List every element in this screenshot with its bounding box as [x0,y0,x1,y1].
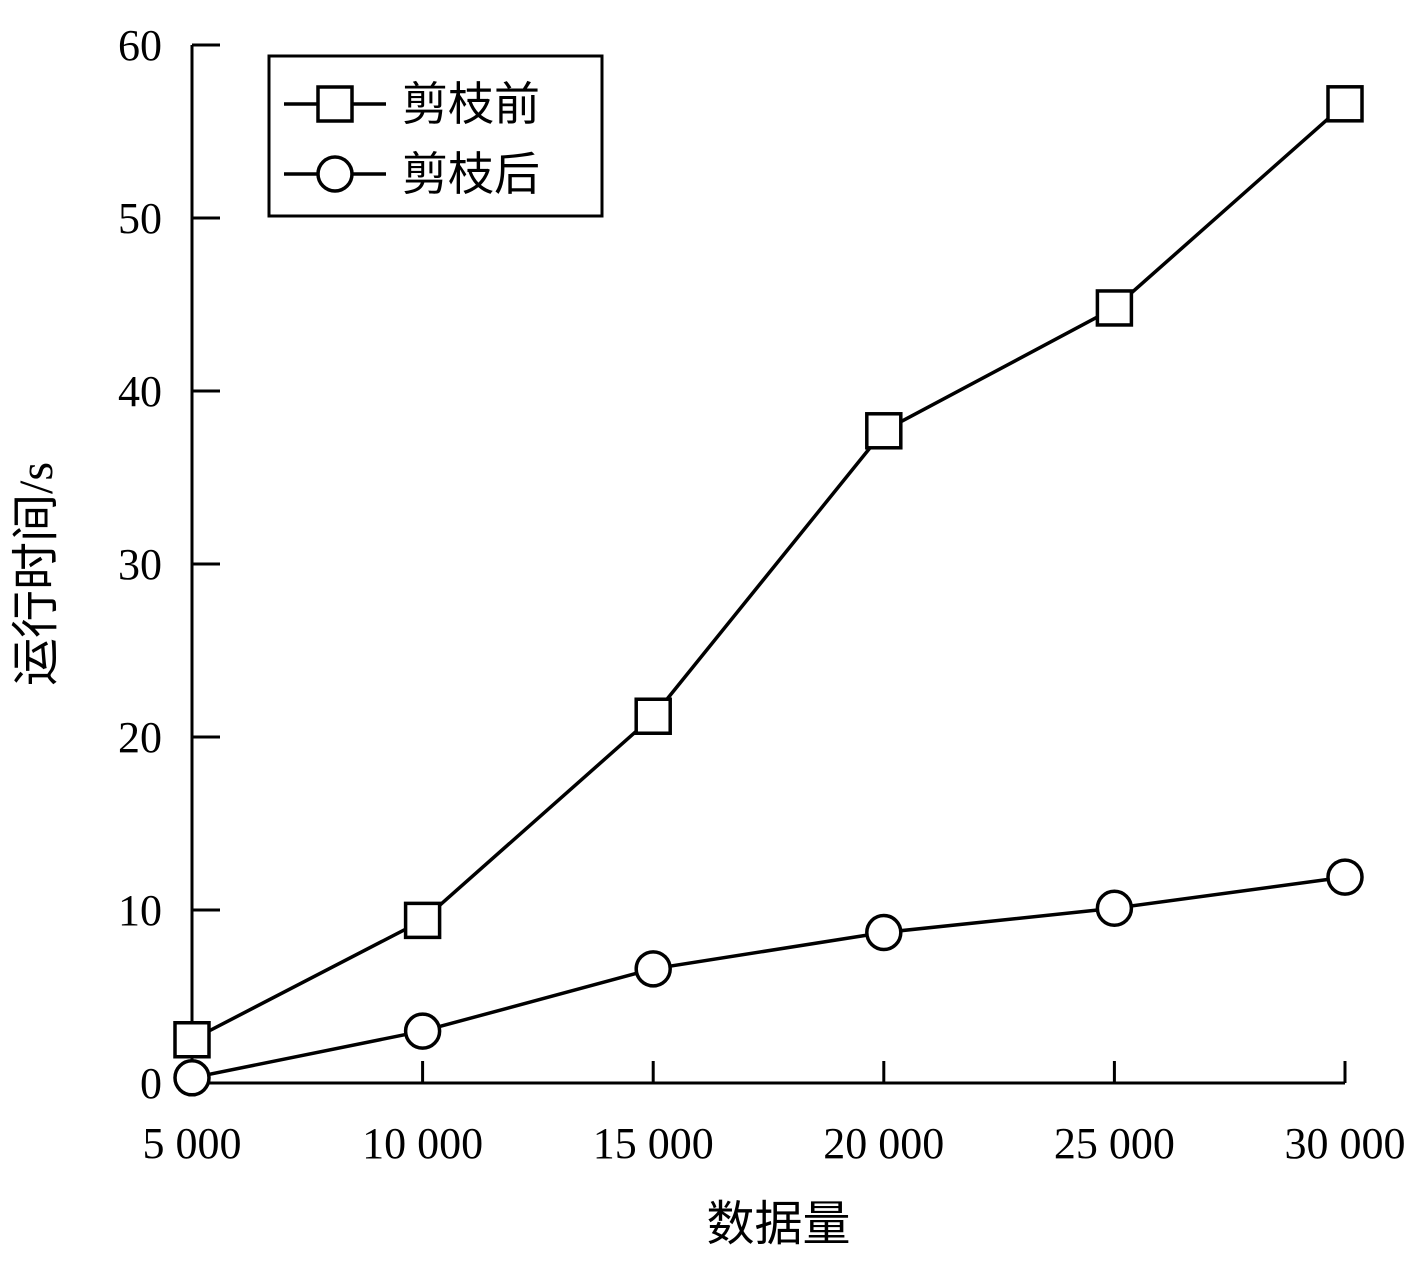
x-axis-title: 数据量 [706,1198,850,1251]
series-line [191,102,1347,1042]
legend-label: 剪枝前 [402,79,540,130]
series-square [173,85,1364,1059]
y-tick-label: 50 [118,194,162,243]
data-point-circle [1326,858,1364,896]
data-point-circle [1095,889,1134,928]
data-point-square [1326,85,1364,123]
data-point-square [173,1021,211,1059]
x-tick-label: 20 000 [823,1119,944,1168]
data-point-circle [316,155,354,193]
y-tick-label: 0 [140,1059,162,1108]
y-tick-label: 20 [118,713,162,762]
data-point-circle [865,913,903,952]
x-tick-label: 25 000 [1054,1119,1175,1168]
x-tick-label: 15 000 [593,1119,714,1168]
y-tick-label: 40 [118,367,162,416]
data-point-circle [403,1012,442,1050]
y-axis-title: 运行时间/s [10,462,63,686]
data-point-circle [173,1059,211,1097]
data-point-square [865,412,903,450]
series-circle [173,858,1364,1097]
data-point-square [403,901,442,940]
axes: 0 10 20 30 40 50 60 5 000 10 000 15 000 20 000 25 0… [118,21,1406,1168]
series-layer [173,85,1364,1097]
x-tick-label: 30 000 [1285,1119,1406,1168]
x-tick-label: 10 000 [362,1119,483,1168]
y-tick-label: 10 [118,886,162,935]
data-point-square [634,697,672,735]
data-point-square [316,85,354,123]
x-tick-label: 5 000 [143,1119,242,1168]
legend-label: 剪枝后 [402,149,540,200]
y-tick-label: 30 [118,540,162,589]
data-point-square [1095,289,1134,327]
data-point-circle [634,950,672,988]
y-tick-label: 60 [118,21,162,70]
series-line [191,875,1346,1080]
